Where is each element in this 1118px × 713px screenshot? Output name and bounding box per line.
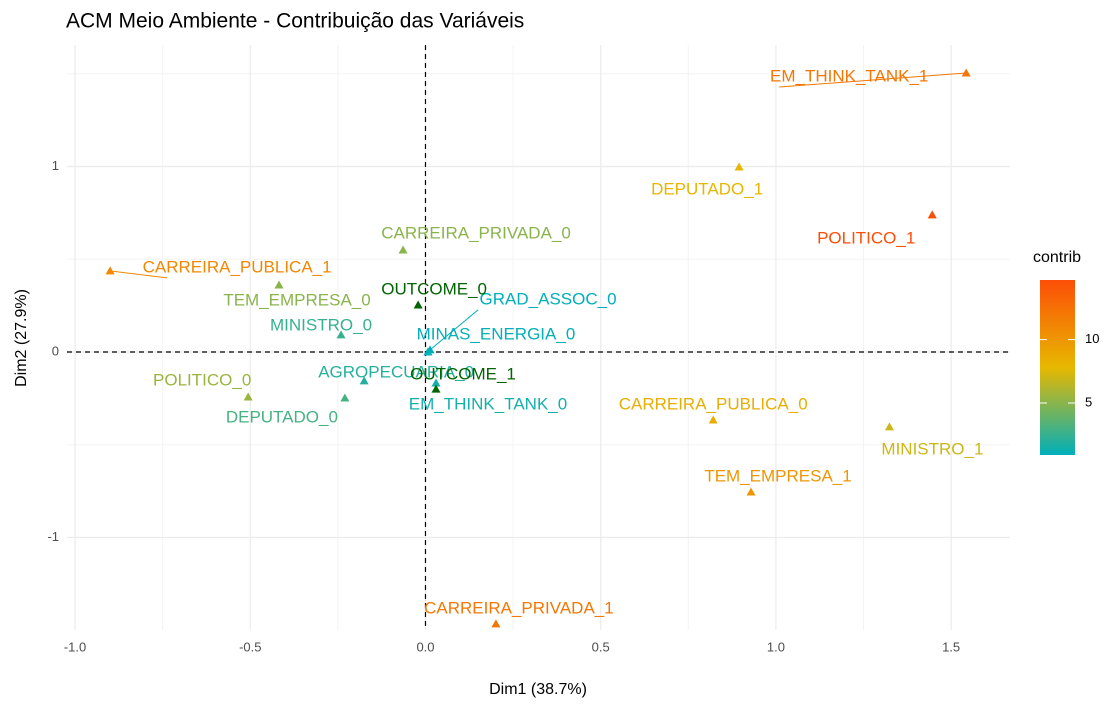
point-label: CARREIRA_PRIVADA_1: [424, 598, 614, 617]
chart-title: ACM Meio Ambiente - Contribuição das Var…: [66, 10, 524, 33]
point: [423, 347, 433, 356]
point-label: POLITICO_0: [153, 371, 251, 390]
point: [491, 619, 501, 628]
x-tick-label: 0.0: [416, 639, 434, 654]
y-tick-label: 1: [52, 158, 59, 173]
supplementary-label: OUTCOME_0: [381, 280, 487, 299]
point-label: CARREIRA_PUBLICA_0: [619, 395, 808, 414]
point: [431, 378, 441, 387]
legend-tick-label: 10: [1085, 331, 1099, 346]
point: [961, 68, 971, 77]
supplementary-point: [413, 300, 423, 309]
point-label: MINISTRO_0: [270, 315, 372, 334]
point: [336, 330, 346, 339]
point: [359, 376, 369, 385]
point-label: GRAD_ASSOC_0: [480, 289, 617, 308]
label-connector: [110, 270, 168, 279]
point: [734, 162, 744, 171]
point: [340, 393, 350, 402]
point: [708, 415, 718, 424]
point: [884, 422, 894, 431]
point-label: DEPUTADO_1: [651, 180, 763, 199]
y-tick-label: -1: [47, 529, 59, 544]
point-label: TEM_EMPRESA_0: [223, 290, 370, 309]
point-label: EM_THINK_TANK_0: [409, 394, 567, 413]
label-connector: [429, 309, 479, 351]
legend-tick-label: 5: [1085, 394, 1092, 409]
point-label: EM_THINK_TANK_1: [770, 66, 928, 85]
point-label: TEM_EMPRESA_1: [704, 466, 851, 485]
point: [927, 210, 937, 219]
point-label: MINISTRO_1: [881, 439, 983, 458]
x-tick-label: 0.5: [592, 639, 610, 654]
point-label: POLITICO_1: [817, 228, 915, 247]
point: [105, 266, 115, 275]
x-tick-label: -1.0: [64, 639, 86, 654]
point: [398, 245, 408, 254]
point: [274, 280, 284, 289]
y-axis-label: Dim2 (27.9%): [13, 289, 30, 387]
x-tick-label: -0.5: [239, 639, 261, 654]
y-tick-label: 0: [52, 343, 59, 358]
point: [243, 392, 253, 401]
supplementary-point: [431, 384, 441, 393]
point-label: MINAS_ENERGIA_0: [417, 324, 576, 343]
x-tick-label: 1.5: [942, 639, 960, 654]
legend-title: contrib: [1033, 249, 1081, 266]
x-tick-label: 1.0: [767, 639, 785, 654]
label-connector: [779, 72, 967, 88]
point: [746, 487, 756, 496]
x-axis-label: Dim1 (38.7%): [489, 681, 587, 698]
legend-colorbar: [1040, 280, 1075, 455]
point-label: AGROPECUARIA_0: [318, 362, 474, 381]
point-label: DEPUTADO_0: [226, 407, 338, 426]
point-label: CARREIRA_PRIVADA_0: [381, 223, 571, 242]
supplementary-label: OUTCOME_1: [410, 365, 516, 384]
point-label: CARREIRA_PUBLICA_1: [143, 257, 332, 276]
